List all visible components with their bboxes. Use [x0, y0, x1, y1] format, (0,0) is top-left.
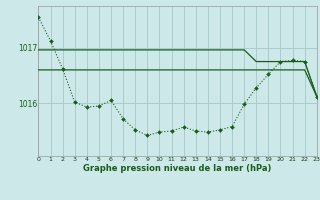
X-axis label: Graphe pression niveau de la mer (hPa): Graphe pression niveau de la mer (hPa) — [84, 164, 272, 173]
